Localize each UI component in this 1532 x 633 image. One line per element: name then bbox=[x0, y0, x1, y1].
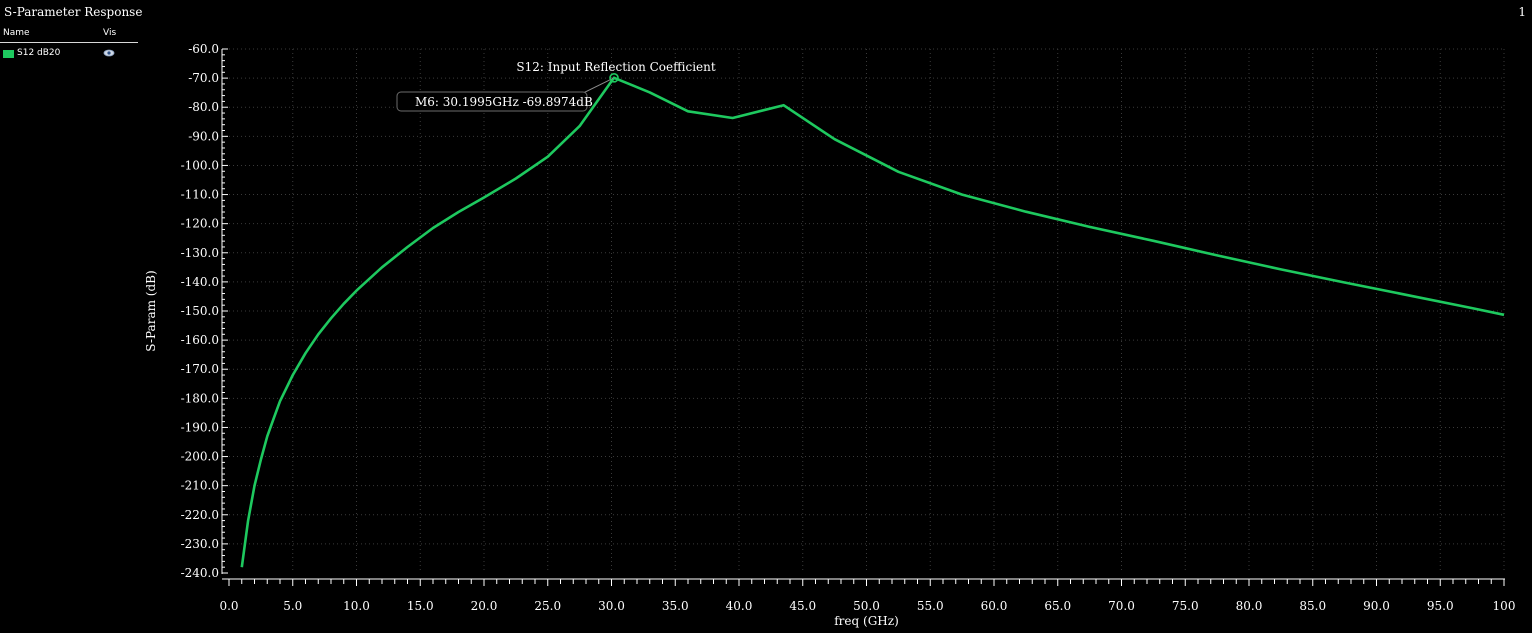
x-tick-label: 40.0 bbox=[726, 599, 753, 613]
y-tick-label: -180.0 bbox=[181, 391, 219, 405]
y-tick-label: -160.0 bbox=[181, 333, 219, 347]
y-tick-label: -220.0 bbox=[181, 508, 219, 522]
x-tick-label: 60.0 bbox=[981, 599, 1008, 613]
legend-header-vis[interactable]: Vis bbox=[103, 28, 117, 38]
trace-layer bbox=[240, 76, 1505, 568]
legend-panel: Name Vis S12 dB20 bbox=[0, 26, 138, 66]
y-tick-label: -200.0 bbox=[181, 450, 219, 464]
legend-entry-s12-db20[interactable]: S12 dB20 bbox=[0, 47, 138, 63]
marker-layer: M6: 30.1995GHz -69.8974dB bbox=[396, 73, 619, 112]
x-tick-label: 0.0 bbox=[219, 599, 238, 613]
x-tick-label: 30.0 bbox=[598, 599, 625, 613]
x-tick-label: 85.0 bbox=[1299, 599, 1326, 613]
series-line-s12-db20[interactable] bbox=[240, 76, 1505, 568]
x-tick-label: 45.0 bbox=[789, 599, 816, 613]
x-tick-label: 25.0 bbox=[534, 599, 561, 613]
marker-point-center bbox=[612, 76, 616, 80]
marker-point[interactable] bbox=[609, 73, 619, 83]
x-tick-label: 10.0 bbox=[343, 599, 370, 613]
y-axis-title: S-Param (dB) bbox=[144, 270, 158, 351]
legend-color-swatch bbox=[3, 50, 14, 58]
trace-annotation: S12: Input Reflection Coefficient bbox=[516, 60, 716, 74]
legend-entry-label[interactable]: S12 dB20 bbox=[17, 48, 61, 58]
y-tick-label: -210.0 bbox=[181, 479, 219, 493]
marker-label-text: M6: 30.1995GHz -69.8974dB bbox=[415, 95, 593, 109]
x-tick-label: 95.0 bbox=[1427, 599, 1454, 613]
x-tick-label: 75.0 bbox=[1172, 599, 1199, 613]
x-tick-label: 70.0 bbox=[1108, 599, 1135, 613]
y-tick-label: -90.0 bbox=[188, 129, 219, 143]
x-tick-label: 80.0 bbox=[1236, 599, 1263, 613]
x-axis-title: freq (GHz) bbox=[834, 614, 899, 628]
x-tick-label: 90.0 bbox=[1363, 599, 1390, 613]
x-tick-label: 35.0 bbox=[662, 599, 689, 613]
y-tick-label: -240.0 bbox=[181, 566, 219, 580]
x-tick-label: 100 bbox=[1493, 599, 1516, 613]
marker-label-box[interactable] bbox=[396, 91, 588, 112]
grid-lines bbox=[229, 48, 1505, 573]
y-tick-label: -130.0 bbox=[181, 246, 219, 260]
subwindow-number: 1 bbox=[1518, 5, 1526, 19]
x-tick-label: 20.0 bbox=[471, 599, 498, 613]
y-tick-label: -100.0 bbox=[181, 158, 219, 172]
y-tick-label: -150.0 bbox=[181, 304, 219, 318]
window-title: S-Parameter Response bbox=[4, 5, 143, 19]
x-tick-label: 55.0 bbox=[917, 599, 944, 613]
y-tick-label: -60.0 bbox=[188, 42, 219, 56]
y-tick-label: -70.0 bbox=[188, 71, 219, 85]
x-tick-label: 15.0 bbox=[407, 599, 434, 613]
y-tick-label: -230.0 bbox=[181, 537, 219, 551]
x-tick-label: 5.0 bbox=[283, 599, 302, 613]
legend-header: Name Vis bbox=[0, 26, 138, 43]
legend-header-name[interactable]: Name bbox=[3, 28, 30, 38]
y-tick-label: -140.0 bbox=[181, 275, 219, 289]
x-tick-label: 65.0 bbox=[1044, 599, 1071, 613]
y-tick-label: -170.0 bbox=[181, 362, 219, 376]
y-tick-label: -190.0 bbox=[181, 420, 219, 434]
x-tick-label: 50.0 bbox=[853, 599, 880, 613]
y-tick-label: -80.0 bbox=[188, 100, 219, 114]
eye-icon[interactable] bbox=[103, 48, 115, 58]
y-tick-label: -120.0 bbox=[181, 217, 219, 231]
axes: -60.0 -70.0 -80.0 -90.0 -100.0 -110.0 -120.0 -1… bbox=[181, 42, 1516, 613]
y-tick-label: -110.0 bbox=[181, 188, 219, 202]
